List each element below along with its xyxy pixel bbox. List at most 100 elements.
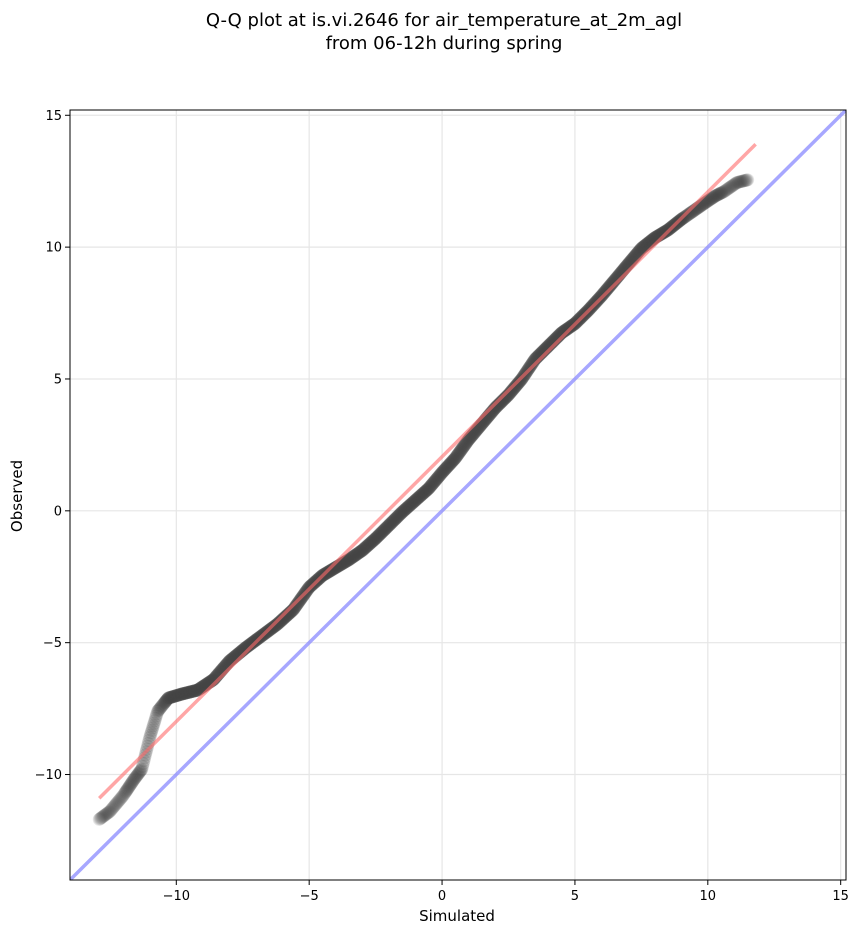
quantile-point (149, 709, 163, 723)
quantile-point (395, 505, 409, 519)
quantile-point (434, 466, 448, 480)
quantile-point (172, 688, 186, 702)
quantile-point (193, 681, 207, 695)
quantile-point (561, 322, 575, 336)
quantile-point (104, 804, 118, 818)
quantile-point (734, 174, 748, 188)
quantile-point (382, 518, 396, 532)
x-tick-label: 15 (832, 889, 849, 904)
quantile-point (507, 382, 521, 396)
quantile-point (114, 791, 128, 805)
quantile-point (727, 178, 741, 192)
quantile-point (510, 378, 524, 392)
quantile-point (682, 207, 696, 221)
quantile-point (275, 613, 289, 627)
quantile-point (269, 618, 283, 632)
quantile-point (189, 683, 203, 697)
quantile-point (153, 702, 167, 716)
quantile-point (99, 807, 113, 821)
quantile-point (710, 188, 724, 202)
quantile-point (454, 444, 468, 458)
quantile-point (400, 501, 414, 515)
quantile-point (355, 543, 369, 557)
quantile-point (706, 191, 720, 205)
quantile-point (268, 619, 282, 633)
quantile-point (113, 792, 127, 806)
quantile-point (389, 511, 403, 525)
quantile-point (388, 512, 402, 526)
quantile-point (179, 686, 193, 700)
quantile-point (456, 441, 470, 455)
quantile-point (188, 684, 202, 698)
quantile-point (558, 323, 572, 337)
quantile-point (447, 453, 461, 467)
quantile-point (178, 686, 192, 700)
quantile-point (383, 517, 397, 531)
quantile-point (420, 483, 434, 497)
quantile-point (387, 513, 401, 527)
grid-lines (70, 110, 846, 880)
quantile-point (343, 552, 357, 566)
quantile-point (325, 563, 339, 577)
quantile-point (175, 687, 189, 701)
quantile-point (733, 175, 747, 189)
quantile-point (360, 539, 374, 553)
quantile-point (364, 535, 378, 549)
quantile-point (288, 600, 302, 614)
quantile-point (272, 616, 286, 630)
quantile-point (442, 458, 456, 472)
quantile-point (559, 323, 573, 337)
quantile-point (399, 502, 413, 516)
quantile-point (110, 796, 124, 810)
quantile-point (120, 783, 134, 797)
quantile-point (120, 782, 134, 796)
quantile-point (161, 692, 175, 706)
quantile-point (353, 545, 367, 559)
quantile-point (724, 180, 738, 194)
quantile-point (403, 499, 417, 513)
quantile-point (365, 535, 379, 549)
quantile-point (380, 520, 394, 534)
quantile-point (452, 446, 466, 460)
quantile-point (351, 546, 365, 560)
quantile-point (151, 704, 165, 718)
quantile-point (680, 208, 694, 222)
quantile-point (739, 173, 753, 187)
quantile-point (341, 553, 355, 567)
quantile-point (437, 463, 451, 477)
y-tick-label: −10 (35, 768, 62, 783)
quantile-point (363, 536, 377, 550)
quantile-point (425, 477, 439, 491)
quantile-point (350, 547, 364, 561)
quantile-point (101, 805, 115, 819)
quantile-point (740, 173, 754, 187)
quantile-point (731, 175, 745, 189)
quantile-point (443, 457, 457, 471)
quantile-point (108, 798, 122, 812)
quantile-point (731, 175, 745, 189)
plot-area-frame (69, 109, 847, 881)
quantile-point (719, 183, 733, 197)
quantile-point (348, 549, 362, 563)
quantile-point (105, 802, 119, 816)
quantile-point (378, 522, 392, 536)
quantile-point (346, 550, 360, 564)
quantile-point (165, 690, 179, 704)
quantile-point (152, 702, 166, 716)
quantile-point (384, 516, 398, 530)
quantile-point (417, 486, 431, 500)
quantile-point (157, 696, 171, 710)
quantile-point (291, 597, 305, 611)
quantile-point (178, 686, 192, 700)
quantile-point (462, 432, 476, 446)
quantile-point (464, 430, 478, 444)
quantile-point (599, 284, 613, 298)
x-axis-ticks: −10 −5 0 5 10 15 (163, 880, 849, 904)
quantile-point (123, 778, 137, 792)
quantile-point (167, 689, 181, 703)
quantile-point (634, 241, 648, 255)
quantile-point (141, 739, 155, 753)
quantile-point (163, 691, 177, 705)
quantile-point (159, 694, 173, 708)
quantile-point (407, 495, 421, 509)
